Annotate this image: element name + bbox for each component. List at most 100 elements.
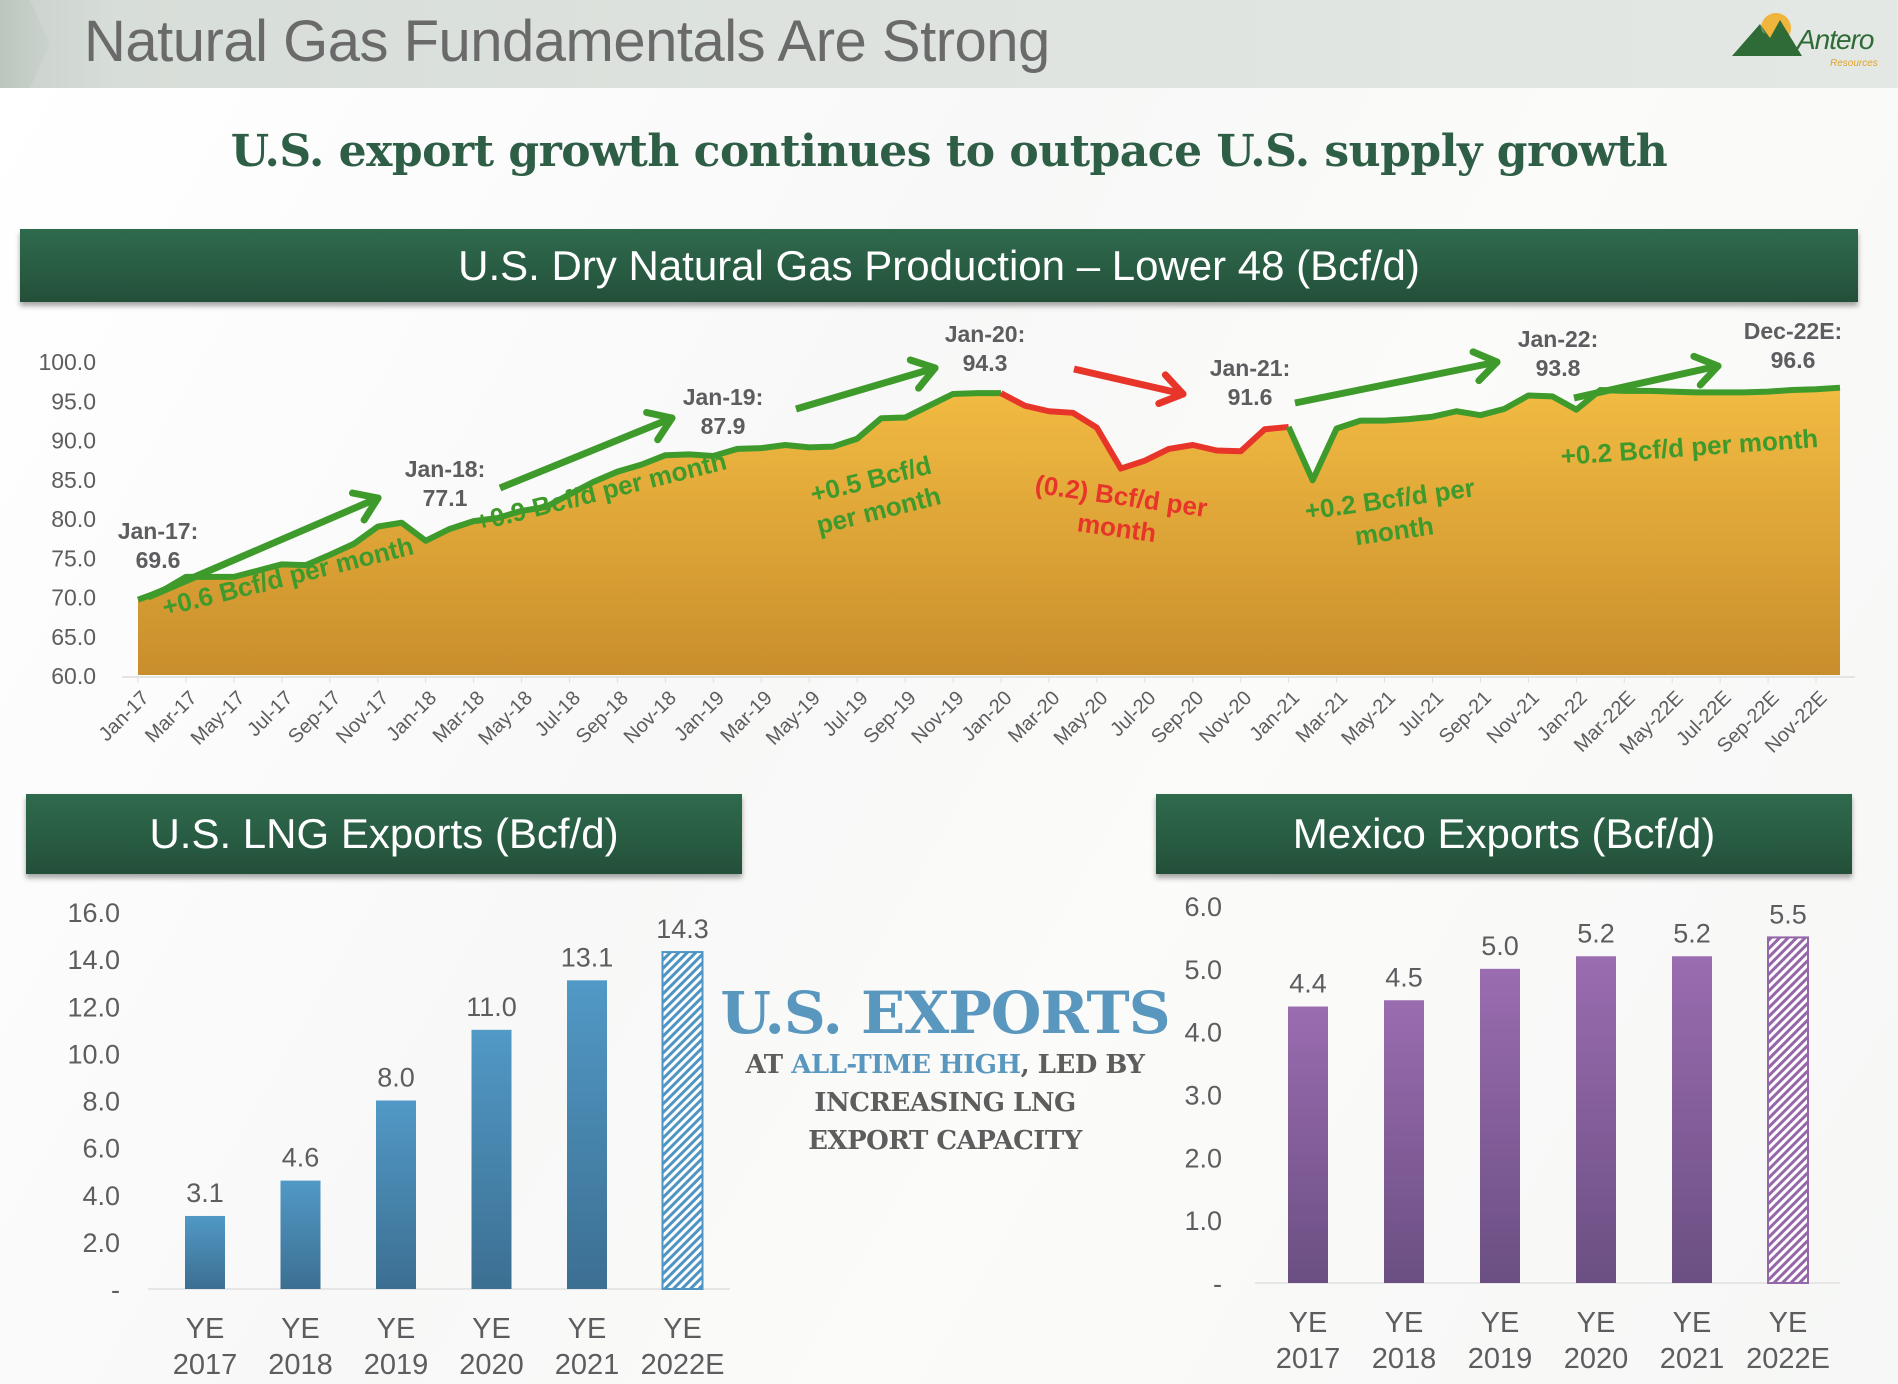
- logo-subtext: Resources: [1830, 58, 1878, 69]
- annotation-value: 91.6: [1228, 384, 1273, 410]
- data-point: [1454, 409, 1458, 413]
- y-tick-label: 8.0: [82, 1087, 120, 1117]
- data-point: [951, 392, 955, 396]
- category-label: 2017: [173, 1349, 238, 1381]
- category-label: 2019: [364, 1349, 429, 1381]
- bar-value-label: 4.6: [282, 1143, 320, 1173]
- category-label: 2022E: [641, 1349, 725, 1381]
- bar-value-label: 5.0: [1481, 931, 1519, 961]
- data-point: [1526, 394, 1530, 398]
- annotation-value: 87.9: [701, 413, 746, 439]
- annotation-label: Dec-22E:: [1744, 318, 1842, 344]
- y-tick-label: 10.0: [67, 1039, 120, 1069]
- data-point: [831, 445, 835, 449]
- category-label: YE: [186, 1313, 225, 1345]
- header-chevron-decoration: [0, 0, 50, 88]
- annotation-label: Jan-21:: [1210, 355, 1291, 381]
- trend-arrow-green: [1573, 352, 1722, 402]
- data-point: [1574, 408, 1578, 412]
- bar-value-label: 8.0: [377, 1063, 415, 1093]
- x-tick-label: Nov-17: [332, 687, 393, 748]
- data-point: [1838, 386, 1842, 390]
- y-tick-label: 4.0: [1184, 1018, 1222, 1048]
- category-label: YE: [663, 1313, 702, 1345]
- mexico-bar-chart: 6.0 5.0 4.0 3.0 2.0 1.0 - 4.4 YE 2017 4.5 YE 2018 5.0…: [1184, 892, 1840, 1375]
- data-point: [400, 521, 404, 525]
- y-tick-label: 3.0: [1184, 1081, 1222, 1111]
- category-label: 2018: [1372, 1343, 1437, 1375]
- header-bar: Natural Gas Fundamentals Are Strong Ante…: [0, 0, 1898, 88]
- y-tick-label: 16.0: [67, 898, 120, 928]
- data-point: [879, 416, 883, 420]
- x-tick-label: May-21: [1337, 687, 1400, 750]
- bar: [1576, 956, 1616, 1283]
- callout-line-1-post: , LED BY: [1020, 1050, 1145, 1080]
- x-tick-label: Sep-19: [859, 687, 920, 748]
- callout-line-1-pre: AT: [745, 1050, 792, 1080]
- data-point: [136, 598, 140, 602]
- data-point: [1790, 388, 1794, 392]
- x-tick-label: May-17: [187, 687, 250, 750]
- bar-value-label: 4.4: [1289, 969, 1327, 999]
- trend-arrow-green: [146, 489, 382, 601]
- production-line-green: [1285, 384, 1841, 484]
- category-label: YE: [568, 1313, 607, 1345]
- data-point: [663, 453, 667, 457]
- data-point: [927, 404, 931, 408]
- x-tick-label: Sep-20: [1147, 687, 1208, 748]
- bar-estimate: [661, 951, 704, 1291]
- y-tick-label: 90.0: [51, 428, 96, 454]
- annotation-value: 96.6: [1771, 347, 1816, 373]
- y-tick-label: 4.0: [82, 1181, 120, 1211]
- category-label: 2021: [1660, 1343, 1725, 1375]
- annotation-value: 69.6: [136, 547, 181, 573]
- y-tick-label: 12.0: [67, 992, 120, 1022]
- annotation-value: 94.3: [963, 350, 1008, 376]
- data-point: [1814, 387, 1818, 391]
- callout-line-2: INCREASING LNG: [814, 1088, 1076, 1118]
- data-point: [376, 525, 380, 529]
- mountain-sun-icon: [1732, 13, 1802, 56]
- category-label: YE: [1673, 1307, 1712, 1339]
- data-point: [1646, 389, 1650, 393]
- x-tick-label: Nov-20: [1195, 687, 1256, 748]
- annotation-label: Jan-20:: [945, 321, 1026, 347]
- data-point: [1047, 409, 1051, 413]
- production-area-chart: 100.0 95.0 90.0 85.0 80.0 75.0 70.0 65.0 60.0 Ja…: [38, 318, 1855, 759]
- data-point: [208, 575, 212, 579]
- logo-text: Antero: [1797, 24, 1874, 55]
- category-label: YE: [281, 1313, 320, 1345]
- data-point: [975, 391, 979, 395]
- data-point: [1407, 417, 1411, 421]
- production-line-green: [136, 390, 1001, 603]
- x-tick-label: Nov-19: [907, 687, 968, 748]
- antero-logo: Antero Resources: [1730, 6, 1890, 78]
- data-point: [999, 391, 1003, 395]
- data-point: [1742, 390, 1746, 394]
- category-label: 2020: [1564, 1343, 1629, 1375]
- y-tick-label: 85.0: [51, 467, 96, 493]
- y-tick-label: 70.0: [51, 585, 96, 611]
- data-point: [1383, 419, 1387, 423]
- y-tick-label: 5.0: [1184, 955, 1222, 985]
- bar-value-label: 11.0: [466, 992, 517, 1022]
- x-tick-label: Sep-17: [284, 687, 345, 748]
- y-tick-label: 6.0: [1184, 892, 1222, 922]
- production-area: [138, 387, 1840, 675]
- data-point: [759, 446, 763, 450]
- x-tick-label: Jan-19: [670, 687, 729, 746]
- trend-arrow-green: [795, 356, 939, 413]
- annotation-label: Jan-22:: [1518, 326, 1599, 352]
- category-label: 2017: [1276, 1343, 1341, 1375]
- data-point: [1191, 443, 1195, 447]
- data-point: [1359, 419, 1363, 423]
- category-label: YE: [1577, 1307, 1616, 1339]
- bar: [376, 1100, 416, 1289]
- bar: [1672, 956, 1712, 1283]
- data-point: [1694, 390, 1698, 394]
- category-label: 2019: [1468, 1343, 1533, 1375]
- x-tick-label: Jan-18: [382, 687, 441, 746]
- category-label: 2021: [555, 1349, 620, 1381]
- category-label: YE: [1769, 1307, 1808, 1339]
- trend-arrow-green: [498, 408, 676, 492]
